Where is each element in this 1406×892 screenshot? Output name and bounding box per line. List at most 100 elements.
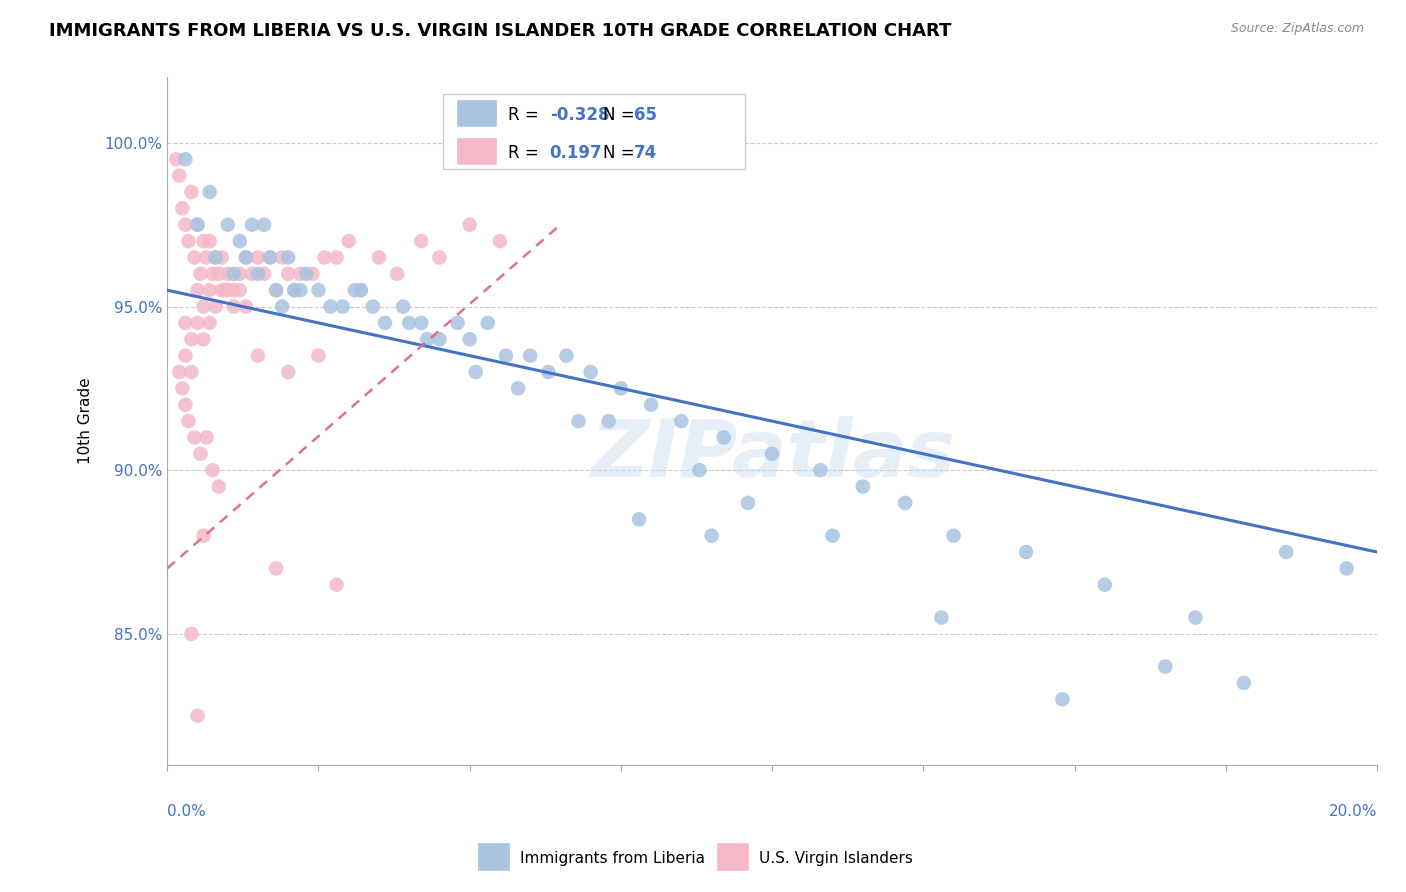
Point — [195, 430, 218, 444]
Text: Immigrants from Liberia: Immigrants from Liberia — [520, 851, 706, 865]
Point — [277, 251, 299, 265]
Point — [810, 463, 832, 477]
Point — [1336, 561, 1358, 575]
Point — [495, 349, 517, 363]
Point — [411, 234, 433, 248]
Point — [700, 529, 723, 543]
Point — [277, 267, 299, 281]
Point — [737, 496, 759, 510]
Point — [506, 381, 529, 395]
Point — [458, 218, 481, 232]
Point — [429, 332, 451, 346]
Text: -0.328: -0.328 — [550, 106, 609, 124]
Point — [177, 234, 200, 248]
Point — [240, 267, 263, 281]
Point — [208, 267, 231, 281]
Point — [174, 218, 197, 232]
Text: 65: 65 — [634, 106, 657, 124]
Point — [290, 283, 312, 297]
Point — [610, 381, 633, 395]
Text: 0.197: 0.197 — [550, 144, 602, 161]
Point — [222, 283, 245, 297]
Point — [180, 365, 202, 379]
Point — [689, 463, 711, 477]
Text: N =: N = — [603, 106, 640, 124]
Text: U.S. Virgin Islanders: U.S. Virgin Islanders — [759, 851, 912, 865]
Point — [1275, 545, 1298, 559]
Point — [555, 349, 578, 363]
Point — [519, 349, 541, 363]
Point — [1015, 545, 1038, 559]
Point — [211, 251, 233, 265]
Point — [253, 218, 276, 232]
Point — [190, 267, 212, 281]
Point — [169, 365, 191, 379]
Point — [222, 300, 245, 314]
Point — [319, 300, 342, 314]
Point — [821, 529, 844, 543]
Point — [640, 398, 662, 412]
Point — [301, 267, 323, 281]
Point — [186, 218, 208, 232]
Point — [385, 267, 408, 281]
Point — [671, 414, 693, 428]
Text: 74: 74 — [634, 144, 658, 161]
Point — [325, 251, 347, 265]
Point — [246, 267, 269, 281]
Point — [195, 251, 218, 265]
Text: Source: ZipAtlas.com: Source: ZipAtlas.com — [1230, 22, 1364, 36]
Point — [332, 300, 354, 314]
Point — [942, 529, 965, 543]
Point — [283, 283, 305, 297]
Point — [259, 251, 281, 265]
Point — [314, 251, 336, 265]
Point — [567, 414, 589, 428]
Point — [186, 283, 208, 297]
Point — [214, 283, 236, 297]
Point — [852, 479, 875, 493]
Point — [337, 234, 360, 248]
Point — [290, 267, 312, 281]
Point — [489, 234, 512, 248]
Point — [343, 283, 366, 297]
Point — [174, 398, 197, 412]
Point — [264, 283, 287, 297]
Point — [579, 365, 602, 379]
Point — [264, 283, 287, 297]
Point — [198, 283, 221, 297]
Point — [198, 234, 221, 248]
Point — [169, 169, 191, 183]
Point — [392, 300, 415, 314]
Point — [165, 153, 187, 167]
Point — [259, 251, 281, 265]
Point — [174, 316, 197, 330]
Point — [761, 447, 783, 461]
Point — [464, 365, 486, 379]
Point — [198, 185, 221, 199]
Point — [446, 316, 468, 330]
Point — [193, 234, 215, 248]
Point — [193, 332, 215, 346]
Point — [894, 496, 917, 510]
Point — [174, 349, 197, 363]
Point — [411, 316, 433, 330]
Point — [307, 283, 329, 297]
Point — [180, 627, 202, 641]
Point — [217, 267, 239, 281]
Point — [295, 267, 318, 281]
Point — [186, 218, 208, 232]
Point — [277, 365, 299, 379]
Point — [307, 349, 329, 363]
Point — [229, 283, 252, 297]
Point — [429, 251, 451, 265]
Point — [1052, 692, 1074, 706]
Point — [198, 316, 221, 330]
Text: R =: R = — [508, 144, 548, 161]
Point — [186, 708, 208, 723]
Text: N =: N = — [603, 144, 640, 161]
Point — [713, 430, 735, 444]
Point — [193, 300, 215, 314]
Point — [264, 561, 287, 575]
Text: ZIPatlas: ZIPatlas — [589, 417, 955, 494]
Point — [235, 251, 257, 265]
